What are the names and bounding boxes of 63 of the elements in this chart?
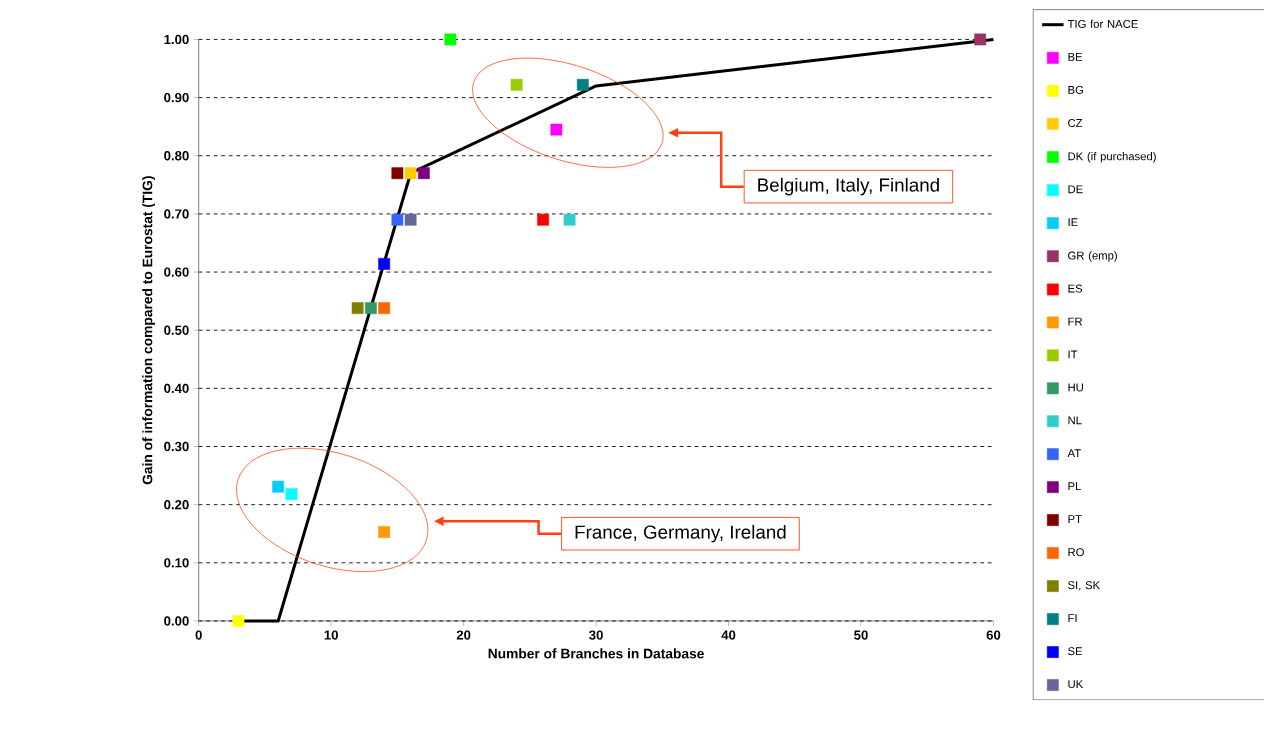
y-tick-label: 1.00 xyxy=(164,35,189,45)
x-tick-label: 20 xyxy=(456,630,471,640)
x-tick-label: 60 xyxy=(986,630,1001,640)
legend-label: RO xyxy=(1068,548,1084,557)
x-tick-label: 40 xyxy=(721,630,736,640)
legend-label: NL xyxy=(1068,416,1082,425)
legend-label: DK (if purchased) xyxy=(1068,152,1156,163)
legend-label: AT xyxy=(1067,449,1081,458)
legend-label: CZ xyxy=(1068,119,1083,128)
y-tick-label: 0.90 xyxy=(164,93,189,103)
annotation: Belgium, Italy, Finland xyxy=(758,178,939,196)
y-tick-label: 0.80 xyxy=(164,151,189,161)
legend-label: DE xyxy=(1068,185,1083,194)
y-tick-label: 0.60 xyxy=(164,267,189,277)
legend-label: FI xyxy=(1068,614,1077,623)
legend-label: IE xyxy=(1068,218,1078,227)
point xyxy=(537,214,549,226)
y-tick-label: 0.40 xyxy=(164,383,189,394)
y-tick-label: 0.30 xyxy=(164,442,189,452)
point xyxy=(550,123,563,136)
legend-label: FR xyxy=(1068,317,1083,326)
y-tick-label: 0.00 xyxy=(164,616,189,626)
point xyxy=(391,214,404,226)
point xyxy=(417,167,430,180)
annotation: France, Germany, Ireland xyxy=(575,525,786,543)
x-tick-label: 30 xyxy=(589,630,603,640)
point xyxy=(232,615,245,628)
y-tick-label: 0.20 xyxy=(164,500,189,510)
legend-label: SI, SK xyxy=(1068,581,1100,591)
legend-label: IT xyxy=(1068,350,1078,359)
point xyxy=(404,167,417,180)
legend-label: BE xyxy=(1068,53,1083,61)
point xyxy=(576,79,589,91)
point xyxy=(391,167,404,180)
point xyxy=(272,480,285,493)
legend-label: PL xyxy=(1068,482,1081,491)
point xyxy=(404,214,417,226)
x-tick-label: 50 xyxy=(854,630,868,640)
y-axis-title: Gain of information compared to Eurostat (TIG) xyxy=(142,176,156,485)
legend-label: TIG for NACE xyxy=(1067,19,1138,29)
point xyxy=(444,33,457,46)
x-axis-title: Number of Branches in Database xyxy=(488,648,704,659)
point xyxy=(365,302,377,315)
point xyxy=(285,488,298,501)
point xyxy=(974,33,987,46)
point xyxy=(378,258,391,271)
y-tick-label: 0.50 xyxy=(164,325,189,336)
legend-label: GR (emp) xyxy=(1068,251,1117,262)
legend-label: SE xyxy=(1068,647,1083,656)
point xyxy=(378,302,391,315)
x-tick-label: 10 xyxy=(324,630,338,640)
legend-label: ES xyxy=(1068,284,1083,293)
point xyxy=(351,302,364,315)
legend-label: PT xyxy=(1068,515,1082,524)
x-tick-label: 0 xyxy=(195,630,202,640)
point xyxy=(510,79,523,91)
point xyxy=(378,526,391,539)
legend-label: BG xyxy=(1068,86,1083,95)
y-tick-label: 0.70 xyxy=(164,209,189,219)
legend-label: UK xyxy=(1068,680,1084,689)
legend-label: HU xyxy=(1068,383,1083,392)
y-tick-label: 0.10 xyxy=(164,558,189,568)
point xyxy=(563,214,576,226)
